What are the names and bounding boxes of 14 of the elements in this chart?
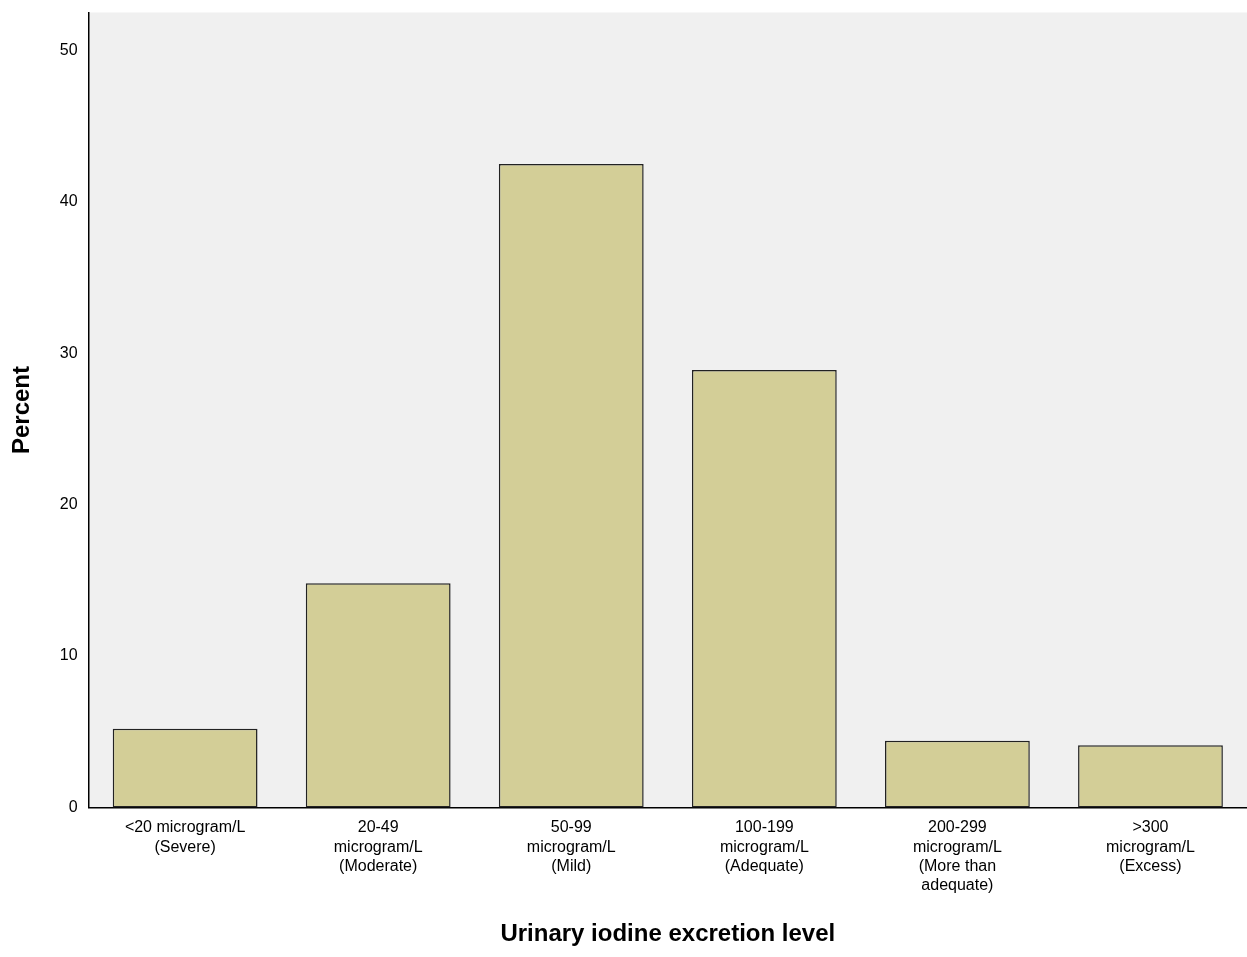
x-tick-label: 200-299 microgram/L (More than adequate)	[912, 818, 1002, 894]
x-tick-label: >300 microgram/L (Excess)	[1106, 818, 1196, 874]
y-tick-label: 20	[59, 495, 78, 513]
x-tick-label: <20 microgram/L (Severe)	[124, 818, 246, 855]
y-tick-label: 30	[59, 343, 78, 361]
y-tick-label: 10	[59, 646, 78, 664]
x-axis-title: Urinary iodine excretion level	[500, 919, 836, 947]
y-tick-label: 40	[59, 192, 78, 210]
x-tick-label: 50-99 microgram/L (Mild)	[526, 818, 616, 874]
y-axis-title: Percent	[7, 365, 35, 455]
x-tick-label: 20-49 microgram/L (Moderate)	[333, 818, 423, 874]
y-tick-label: 0	[68, 797, 78, 815]
y-tick-label: 50	[59, 40, 78, 58]
x-tick-label: 100-199 microgram/L (Adequate)	[719, 818, 809, 874]
